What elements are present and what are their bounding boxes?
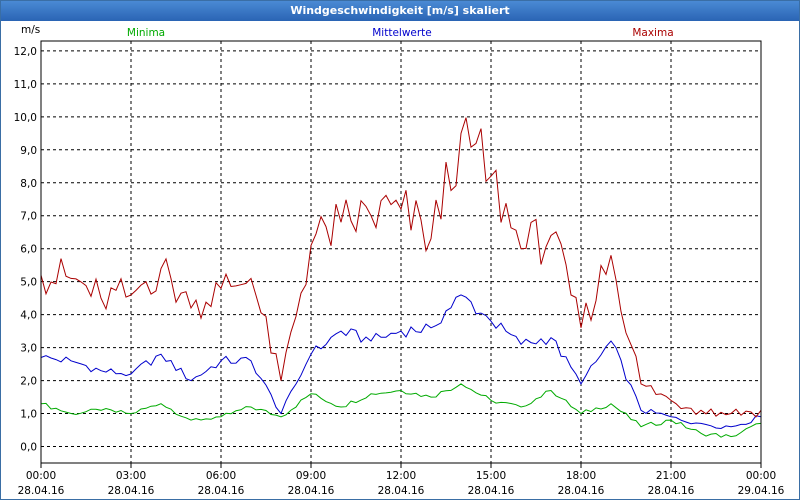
window-title: Windgeschwindigkeit [m/s] skaliert xyxy=(1,1,799,21)
x-tick-time-label: 00:00 xyxy=(746,470,776,482)
y-tick-label: 7,0 xyxy=(20,211,37,223)
x-tick-date-label: 29.04.16 xyxy=(738,485,785,497)
series-line-minima xyxy=(40,383,762,438)
x-tick-time-label: 15:00 xyxy=(476,470,506,482)
y-tick-label: 4,0 xyxy=(20,310,37,322)
grid xyxy=(41,41,761,463)
x-tick-date-label: 28.04.16 xyxy=(558,485,605,497)
x-tick-date-label: 28.04.16 xyxy=(378,485,425,497)
chart-area: 0,0 1,0 2,0 3,0 4,0 5,0 6,0 7,0 8,0 9,0 10,0 11,0 12… xyxy=(14,24,785,497)
x-tick-date-label: 28.04.16 xyxy=(648,485,695,497)
series-lines xyxy=(40,117,762,438)
y-tick-label: 8,0 xyxy=(20,178,37,190)
x-tick-time-label: 18:00 xyxy=(566,470,596,482)
y-tick-label: 11,0 xyxy=(14,79,37,91)
y-tick-label: 5,0 xyxy=(20,277,37,289)
legend-label-mittelwerte: Mittelwerte xyxy=(372,27,432,39)
plot-frame xyxy=(40,40,762,464)
y-tick-label: 9,0 xyxy=(20,145,37,157)
series-line-maxima xyxy=(40,117,762,418)
series-line-mittelwerte xyxy=(40,294,762,430)
y-tick-label: 12,0 xyxy=(14,46,37,58)
x-tick-time-label: 06:00 xyxy=(206,470,236,482)
x-tick-time-label: 21:00 xyxy=(656,470,686,482)
legend-label-maxima: Maxima xyxy=(632,27,673,39)
x-tick-date-label: 28.04.16 xyxy=(198,485,245,497)
x-tick-time-label: 12:00 xyxy=(386,470,416,482)
y-tick-label: 2,0 xyxy=(20,376,37,388)
y-tick-label: 1,0 xyxy=(20,409,37,421)
y-tick-label: 10,0 xyxy=(14,112,37,124)
legend: Minima Mittelwerte Maxima xyxy=(127,27,674,39)
x-tick-time-label: 00:00 xyxy=(26,470,56,482)
x-tick-date-label: 28.04.16 xyxy=(18,485,65,497)
y-tick-label: 3,0 xyxy=(20,343,37,355)
x-tick-date-label: 28.04.16 xyxy=(288,485,335,497)
x-tick-date-label: 28.04.16 xyxy=(468,485,515,497)
legend-label-minima: Minima xyxy=(127,27,165,39)
x-tick-date-label: 28.04.16 xyxy=(108,485,155,497)
y-tick-label: 0,0 xyxy=(20,442,37,454)
axes: 0,0 1,0 2,0 3,0 4,0 5,0 6,0 7,0 8,0 9,0 10,0 11,0 12… xyxy=(14,24,785,497)
x-tick-time-label: 09:00 xyxy=(296,470,326,482)
y-axis-label: m/s xyxy=(21,24,40,36)
x-tick-time-label: 03:00 xyxy=(116,470,146,482)
y-tick-label: 6,0 xyxy=(20,244,37,256)
